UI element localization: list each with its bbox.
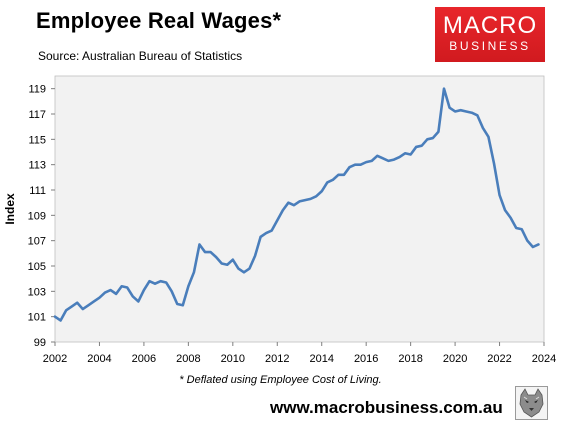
footnote: * Deflated using Employee Cost of Living… [179,374,382,386]
y-tick-label: 99 [34,337,46,349]
line-chart: 99 101 103 105 107 109 111 113 115 117 119 2002 2004… [3,75,556,365]
x-tick-label: 2008 [176,353,200,365]
y-tick-label: 105 [28,261,46,273]
website-url: www.macrobusiness.com.au [270,398,503,417]
plot-area [54,75,545,343]
y-tick-label: 111 [29,185,46,197]
x-tick-label: 2006 [132,353,156,365]
chart-title: Employee Real Wages* [36,8,282,33]
y-tick-label: 113 [28,160,46,172]
y-tick-label: 117 [28,109,46,121]
x-tick-label: 2004 [87,353,111,365]
y-tick-label: 119 [28,84,46,96]
x-tick-label: 2012 [265,353,289,365]
y-tick-label: 103 [28,286,46,298]
x-tick-label: 2022 [487,353,511,365]
x-tick-label: 2010 [221,353,245,365]
y-tick-label: 101 [28,312,46,324]
x-tick-label: 2018 [398,353,422,365]
logo-line-2: BUSINESS [449,39,531,53]
y-tick-label: 107 [28,236,46,248]
series-line [53,87,540,322]
wolf-head-icon [515,386,548,420]
x-tick-label: 2014 [309,353,333,365]
x-tick-label: 2020 [443,353,467,365]
x-tick-label: 2016 [354,353,378,365]
y-tick-label: 109 [28,210,46,222]
chart-source: Source: Australian Bureau of Statistics [38,49,243,63]
y-axis-label: Index [3,193,17,225]
y-tick-label: 115 [28,134,46,146]
x-tick-label: 2002 [43,353,67,365]
logo-line-1: MACRO [442,12,538,39]
macrobusiness-logo: MACRO BUSINESS [435,7,545,62]
x-tick-label: 2024 [532,353,556,365]
